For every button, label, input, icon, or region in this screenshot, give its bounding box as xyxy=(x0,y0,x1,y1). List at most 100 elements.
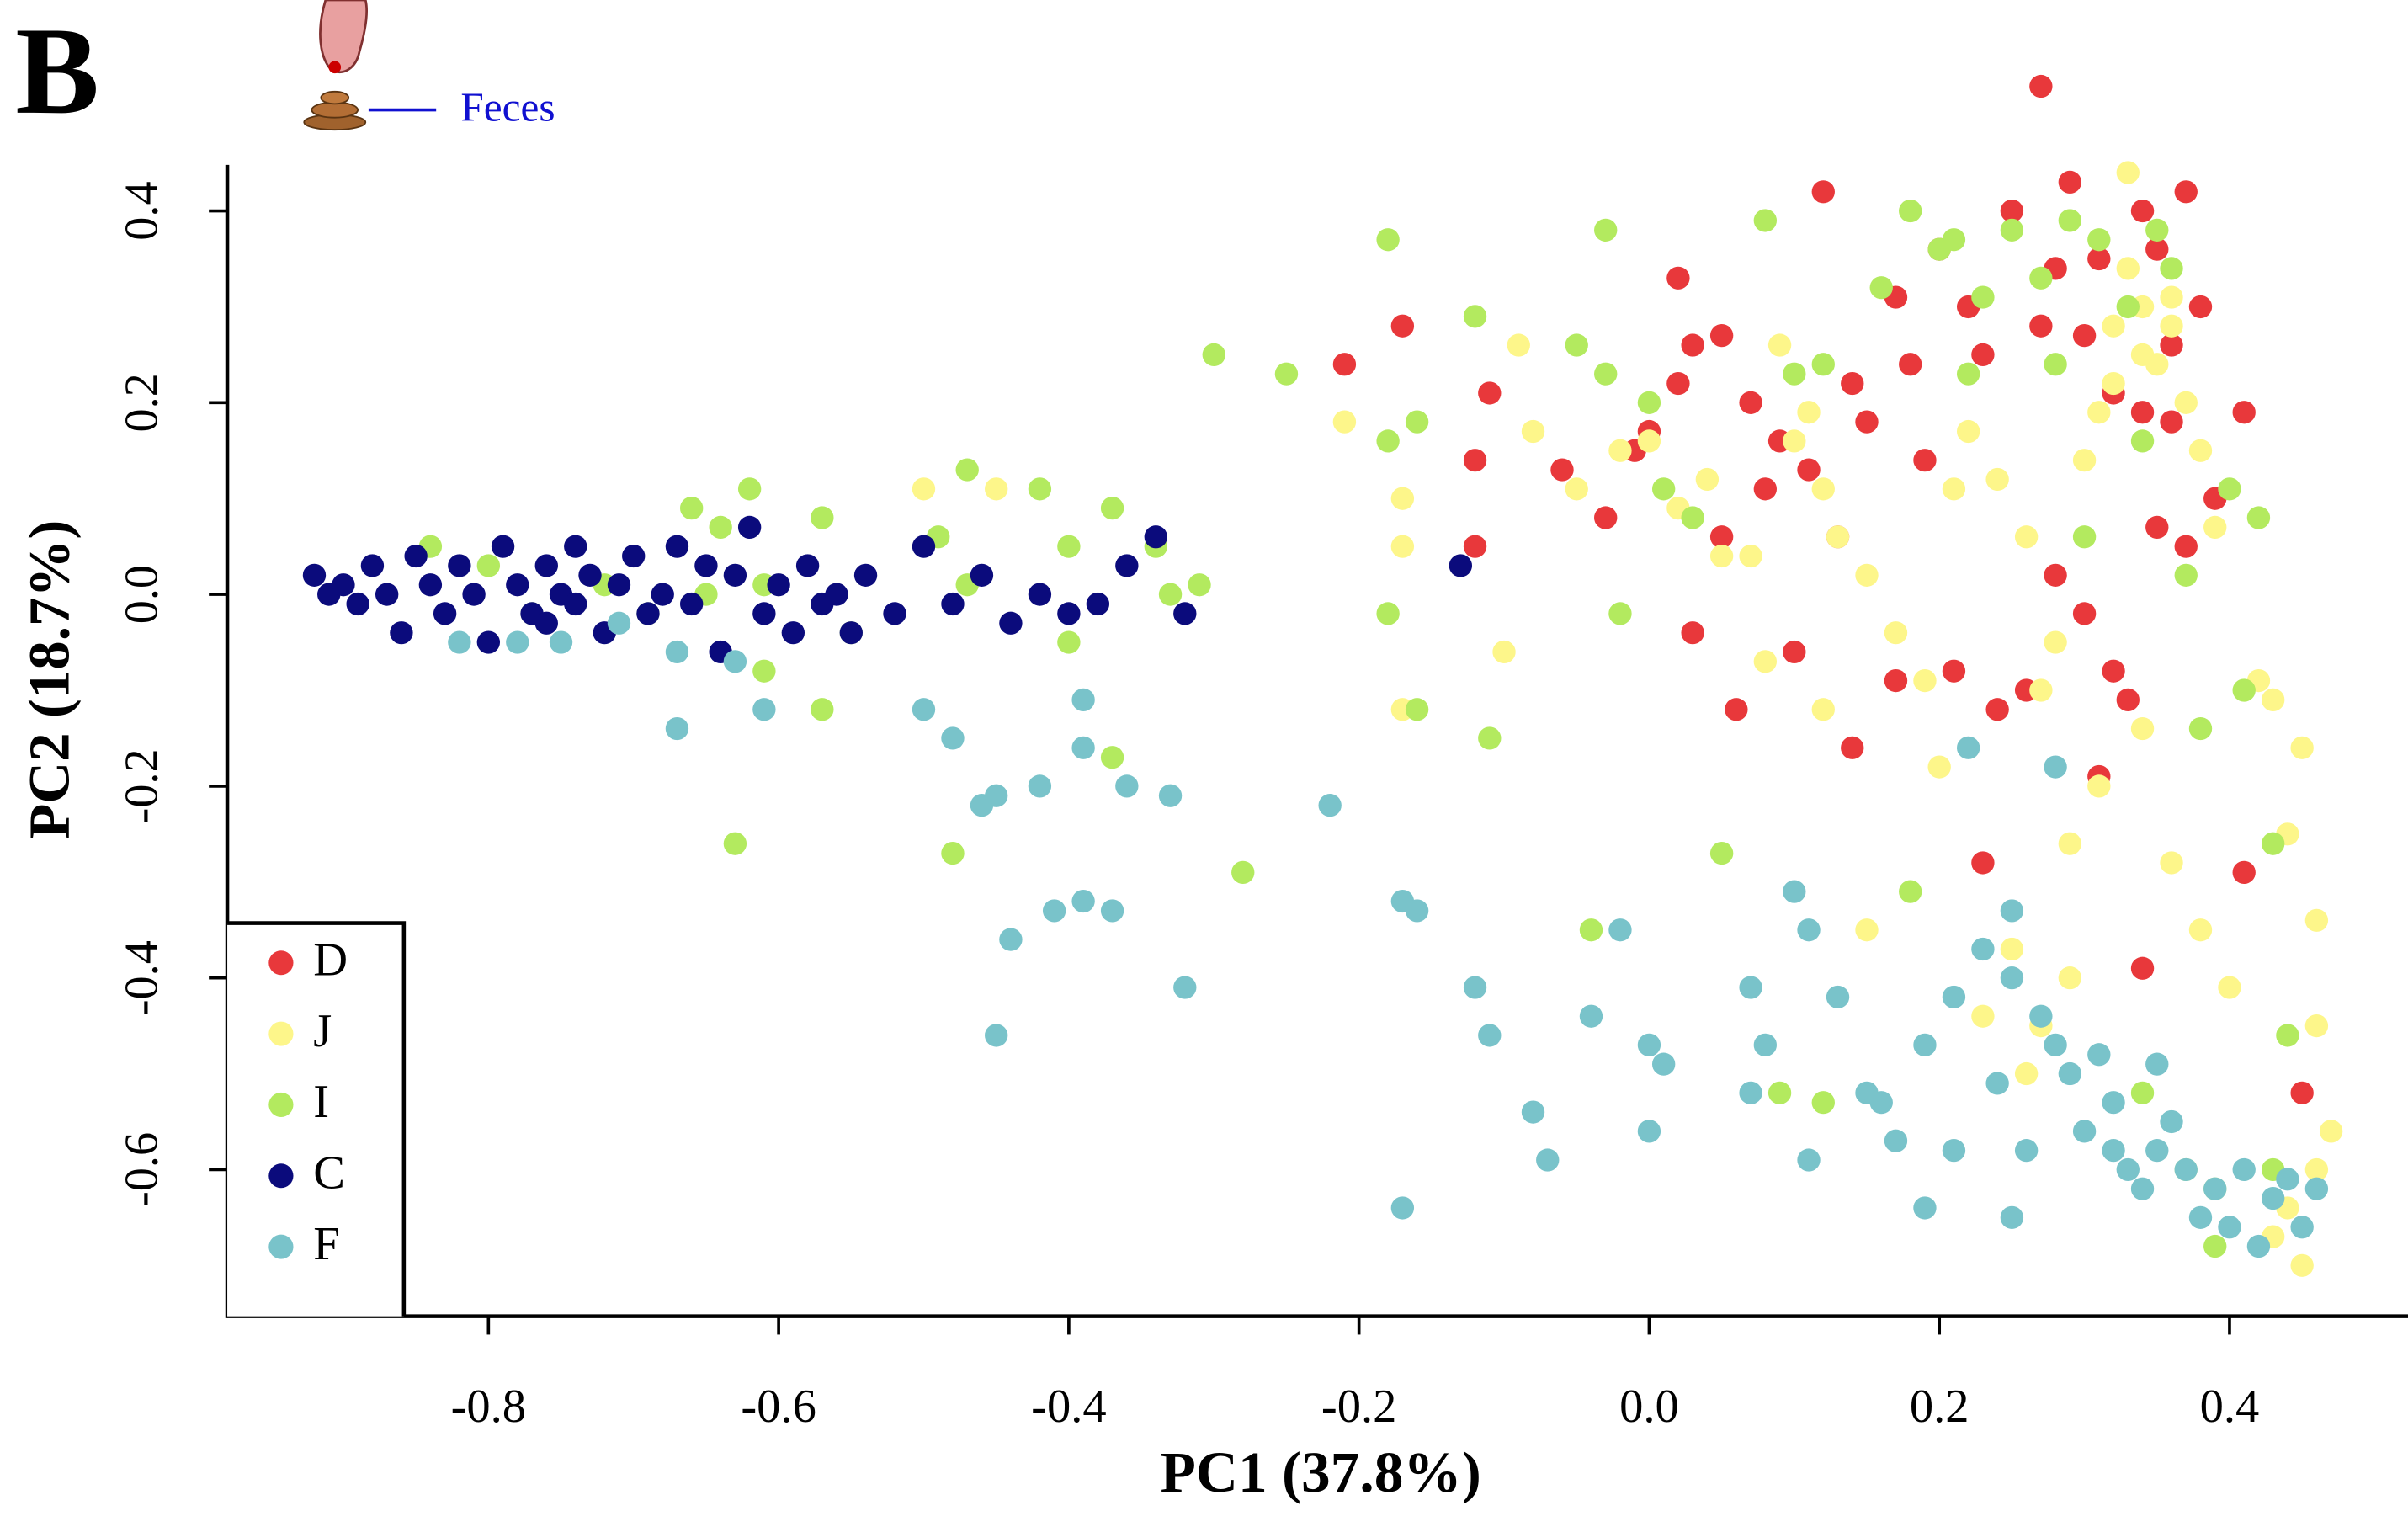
point xyxy=(2188,295,2213,319)
point xyxy=(2044,755,2067,779)
point xyxy=(418,573,443,597)
x-tick-label: -0.8 xyxy=(451,1381,527,1433)
point xyxy=(534,611,558,635)
annotation: Feces xyxy=(460,84,555,130)
point xyxy=(1463,976,1487,999)
point xyxy=(2160,314,2183,338)
point xyxy=(811,506,834,529)
point xyxy=(941,726,965,750)
point xyxy=(1028,477,1052,501)
point xyxy=(970,563,994,587)
point xyxy=(2000,218,2024,242)
point xyxy=(1942,477,1966,501)
point xyxy=(2290,1081,2314,1104)
x-tick-label: -0.4 xyxy=(1031,1381,1107,1433)
point xyxy=(549,630,573,654)
point xyxy=(1637,1033,1661,1056)
point xyxy=(912,698,936,721)
point xyxy=(564,535,587,558)
point xyxy=(1405,410,1429,434)
point xyxy=(2044,630,2067,654)
point xyxy=(1390,535,1415,558)
point xyxy=(2072,602,2097,625)
point xyxy=(332,573,355,597)
point xyxy=(665,535,689,558)
point xyxy=(1536,1148,1560,1172)
point xyxy=(2000,937,2024,961)
point xyxy=(1071,736,1095,759)
point xyxy=(1971,1004,1995,1028)
point xyxy=(2130,1177,2155,1200)
x-tick-label: -0.6 xyxy=(741,1381,816,1433)
point xyxy=(1594,362,1618,386)
point xyxy=(462,583,486,606)
point xyxy=(752,602,776,625)
point xyxy=(1478,1024,1502,1047)
point xyxy=(811,698,834,721)
point xyxy=(2145,218,2169,242)
point xyxy=(2087,228,2111,252)
point xyxy=(1594,506,1618,529)
point xyxy=(2116,1157,2140,1182)
point xyxy=(1028,774,1052,798)
point xyxy=(2130,401,2155,424)
point xyxy=(1405,899,1429,923)
point xyxy=(2174,391,2198,414)
y-tick-label: -0.6 xyxy=(115,1132,167,1207)
point xyxy=(2072,324,2097,348)
point xyxy=(2261,832,2285,855)
point xyxy=(1725,698,1748,721)
point xyxy=(1478,726,1502,750)
point xyxy=(941,841,965,865)
point xyxy=(883,602,906,625)
y-tick-label: 0.0 xyxy=(115,565,167,624)
point xyxy=(781,621,805,645)
point xyxy=(2130,956,2155,980)
point xyxy=(1739,544,1762,568)
point xyxy=(2174,1157,2198,1182)
point xyxy=(2029,266,2053,290)
point xyxy=(2290,736,2314,759)
point xyxy=(476,554,501,577)
y-tick-label: 0.4 xyxy=(115,181,167,240)
point xyxy=(737,515,762,540)
point xyxy=(2102,314,2125,338)
point xyxy=(1855,563,1879,587)
point xyxy=(1899,199,1922,223)
point xyxy=(2290,1216,2314,1239)
point xyxy=(2058,1061,2082,1086)
point xyxy=(1942,985,1966,1009)
point xyxy=(1783,429,1806,453)
point xyxy=(1086,592,1110,616)
point xyxy=(2087,401,2111,424)
point xyxy=(2000,199,2024,223)
point xyxy=(1376,228,1400,252)
point xyxy=(390,621,413,645)
point xyxy=(2130,716,2155,741)
point xyxy=(2116,295,2140,319)
point xyxy=(709,515,732,540)
point xyxy=(2014,525,2039,549)
point xyxy=(1709,525,1734,549)
point xyxy=(1767,1081,1792,1104)
point xyxy=(1071,889,1095,913)
point xyxy=(1637,429,1661,453)
point xyxy=(2261,1186,2285,1210)
point xyxy=(2029,1004,2053,1028)
point xyxy=(752,659,776,683)
point xyxy=(1767,333,1792,357)
point xyxy=(694,554,718,577)
point xyxy=(665,640,689,664)
point xyxy=(2014,1061,2039,1086)
point xyxy=(1390,1196,1415,1220)
point xyxy=(1681,333,1704,357)
point xyxy=(2116,257,2140,280)
point xyxy=(2087,247,2111,271)
point xyxy=(2029,314,2053,338)
point xyxy=(564,592,587,616)
point xyxy=(1681,506,1704,529)
y-tick-label: -0.2 xyxy=(115,748,167,823)
y-tick-label: -0.4 xyxy=(115,940,167,1015)
point xyxy=(2044,353,2067,376)
point xyxy=(346,592,369,616)
